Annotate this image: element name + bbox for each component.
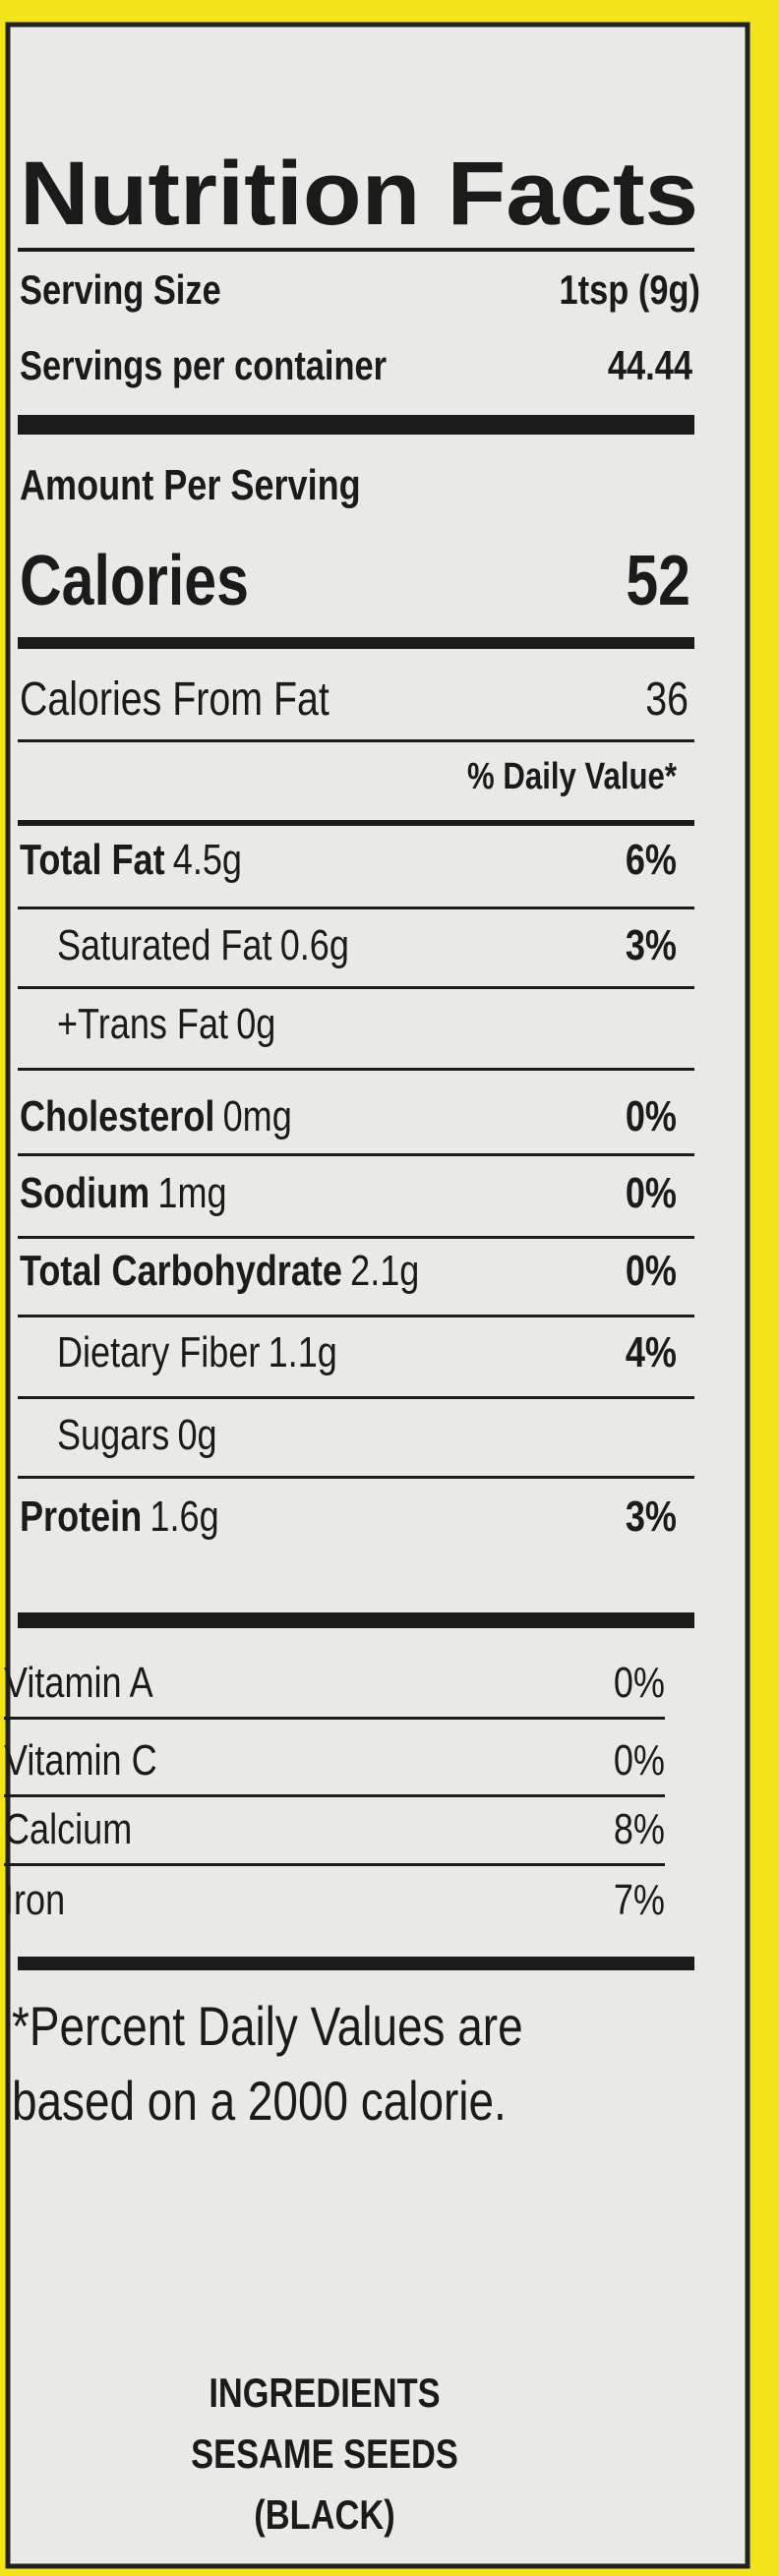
- rule: [18, 820, 694, 826]
- rule: [18, 1068, 694, 1071]
- vitamin-name: Iron: [4, 1876, 65, 1924]
- nutrient-amount: 1.1g: [269, 1328, 337, 1376]
- nutrient-row: +Trans Fat 0g: [57, 1000, 275, 1048]
- nutrient-name: Total Fat: [20, 836, 165, 884]
- nutrient-amount: 0mg: [223, 1092, 292, 1141]
- nutrient-dv: 0%: [626, 1169, 677, 1217]
- calories-label: Calories: [20, 540, 249, 619]
- vitamin-name: Calcium: [4, 1805, 132, 1853]
- nutrient-amount: 2.1g: [350, 1247, 419, 1295]
- footnote-line: *Percent Daily Values are: [12, 1996, 523, 2057]
- rule: [4, 1794, 665, 1797]
- nutrient-row: Total Carbohydrate 2.1g: [20, 1247, 419, 1295]
- nutrient-dv: 3%: [626, 1493, 677, 1541]
- rule: [18, 1476, 694, 1479]
- footnote-line: based on a 2000 calorie.: [12, 2071, 507, 2132]
- nutrient-row: Protein 1.6g: [20, 1493, 219, 1541]
- nutrient-amount: 0g: [177, 1411, 216, 1459]
- label-content: Nutrition Facts Serving Size 1tsp (9g) Serv…: [4, 143, 700, 2539]
- serving-size-label: Serving Size: [20, 267, 221, 314]
- amount-per-serving: Amount Per Serving: [20, 461, 361, 509]
- vitamin-dv: 0%: [614, 1659, 665, 1707]
- nutrient-row: Sodium 1mg: [20, 1169, 227, 1217]
- rule: [18, 1236, 694, 1239]
- rule: [18, 739, 694, 742]
- ingredients-line: SESAME SEEDS: [191, 2431, 458, 2478]
- calories-from-fat-value: 36: [645, 673, 689, 726]
- rule: [18, 907, 694, 909]
- vitamin-name: Vitamin C: [4, 1736, 157, 1785]
- label-panel: [5, 22, 750, 2569]
- nutrient-amount: 0g: [236, 1000, 275, 1048]
- nutrient-row: Total Fat 4.5g: [20, 836, 242, 884]
- nutrient-row: Sugars 0g: [57, 1411, 217, 1459]
- title: Nutrition Facts: [20, 143, 698, 244]
- nutrient-name: Cholesterol: [20, 1092, 214, 1141]
- serving-size-value: 1tsp (9g): [560, 267, 700, 314]
- rule: [18, 248, 694, 252]
- rule: [18, 1315, 694, 1317]
- vitamin-dv: 8%: [614, 1805, 665, 1853]
- nutrient-name: Sugars: [57, 1411, 169, 1459]
- rule: [18, 1153, 694, 1156]
- nutrient-amount: 1.6g: [150, 1493, 218, 1541]
- nutrient-row: Dietary Fiber 1.1g: [57, 1328, 337, 1376]
- rule: [4, 1863, 665, 1866]
- nutrient-name: Saturated Fat: [57, 921, 272, 969]
- ingredients-line: (BLACK): [254, 2492, 394, 2539]
- rule: [18, 1957, 694, 1970]
- nutrient-dv: 0%: [626, 1092, 677, 1141]
- rule: [18, 415, 694, 435]
- rule: [18, 986, 694, 989]
- calories-value: 52: [626, 540, 690, 619]
- nutrient-amount: 4.5g: [173, 836, 242, 884]
- vitamin-dv: 0%: [614, 1736, 665, 1785]
- nutrient-name: Sodium: [20, 1169, 150, 1217]
- nutrient-name: Total Carbohydrate: [20, 1247, 342, 1295]
- ingredients-line: INGREDIENTS: [209, 2371, 440, 2417]
- rule: [18, 637, 694, 649]
- rule: [4, 1717, 665, 1720]
- nutrient-name: +Trans Fat: [57, 1000, 228, 1048]
- nutrient-row: Cholesterol 0mg: [20, 1092, 292, 1141]
- calories-from-fat-label: Calories From Fat: [20, 673, 330, 726]
- nutrient-name: Dietary Fiber: [57, 1328, 260, 1376]
- servings-label: Servings per container: [20, 343, 387, 389]
- nutrient-amount: 1mg: [157, 1169, 226, 1217]
- nutrient-dv: 6%: [626, 836, 677, 884]
- daily-value-header: % Daily Value*: [467, 756, 677, 797]
- nutrient-row: Saturated Fat 0.6g: [57, 921, 349, 969]
- nutrient-dv: 4%: [626, 1328, 677, 1376]
- vitamin-name: Vitamin A: [4, 1659, 153, 1707]
- rule: [18, 1396, 694, 1399]
- nutrient-dv: 0%: [626, 1247, 677, 1295]
- servings-value: 44.44: [608, 343, 693, 389]
- nutrient-name: Protein: [20, 1493, 142, 1541]
- nutrient-dv: 3%: [626, 921, 677, 969]
- nutrient-amount: 0.6g: [280, 921, 349, 969]
- rule: [18, 1612, 694, 1628]
- vitamin-dv: 7%: [614, 1876, 665, 1924]
